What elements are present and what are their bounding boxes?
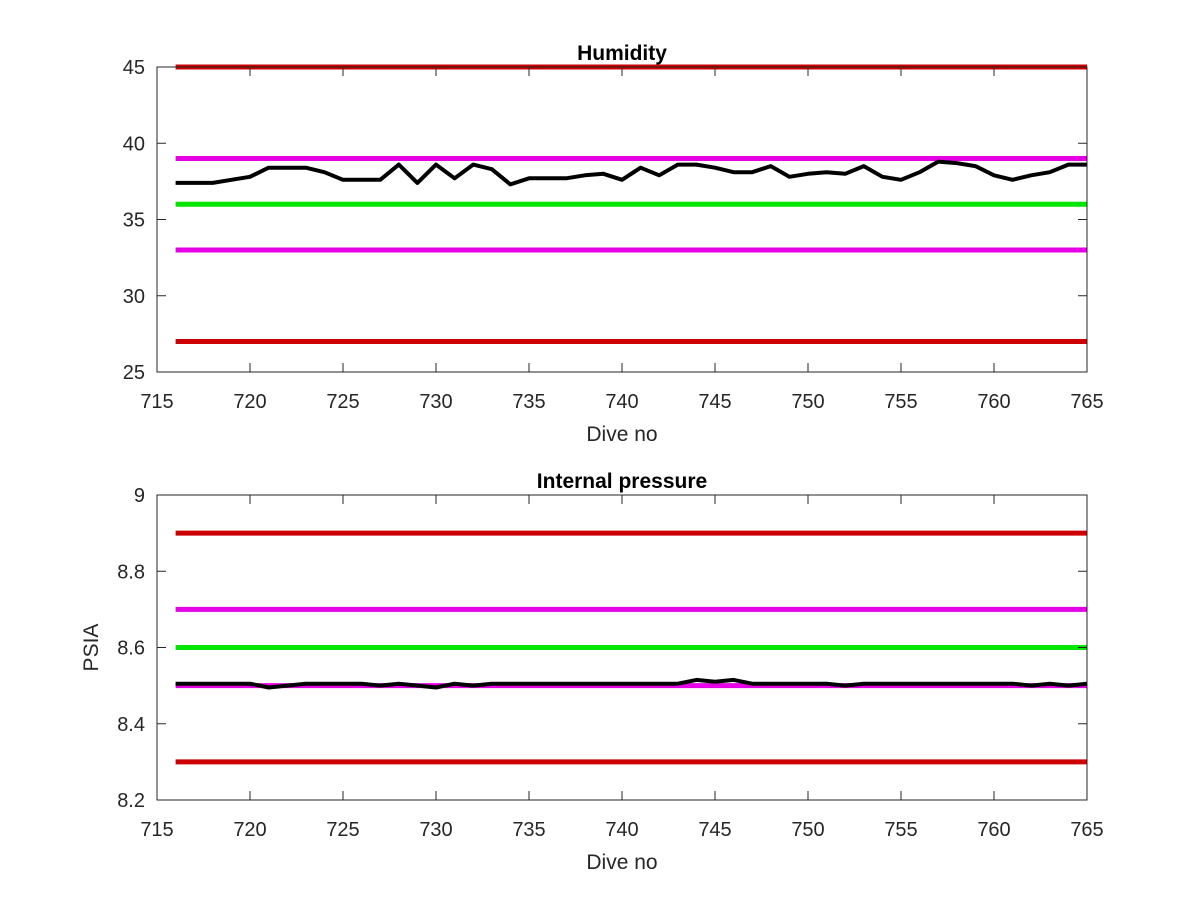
x-tick-label: 740 bbox=[605, 391, 638, 413]
chart-title: Humidity bbox=[577, 42, 667, 65]
x-tick-label: 740 bbox=[605, 819, 638, 841]
humidity-chart: 715 720 725 730 735 740 745 750 755 760 765 25 30 35 4… bbox=[123, 42, 1104, 446]
y-tick-label: 8.4 bbox=[117, 714, 145, 736]
x-tick-label: 745 bbox=[698, 819, 731, 841]
y-tick-label: 8.8 bbox=[117, 561, 145, 583]
y-tick-label: 30 bbox=[123, 286, 145, 308]
axes-box bbox=[156, 66, 1088, 373]
x-tick-label: 735 bbox=[512, 819, 545, 841]
x-axis-label: Dive no bbox=[586, 851, 657, 874]
x-tick-label: 750 bbox=[791, 819, 824, 841]
chart-title: Internal pressure bbox=[537, 470, 707, 493]
y-tick-label: 8.6 bbox=[117, 638, 145, 660]
x-tick-label: 755 bbox=[884, 391, 917, 413]
x-tick-label: 765 bbox=[1070, 819, 1103, 841]
x-axis-label: Dive no bbox=[586, 423, 657, 446]
x-tick-label: 735 bbox=[512, 391, 545, 413]
x-tick-label: 725 bbox=[326, 819, 359, 841]
x-tick-label: 765 bbox=[1070, 391, 1103, 413]
y-tick-label: 40 bbox=[123, 133, 145, 155]
x-tick-label: 755 bbox=[884, 819, 917, 841]
x-tick-label: 760 bbox=[977, 391, 1010, 413]
x-tick-label: 720 bbox=[233, 819, 266, 841]
y-tick-label: 9 bbox=[134, 485, 145, 507]
x-tick-label: 715 bbox=[140, 391, 173, 413]
x-tick-label: 750 bbox=[791, 391, 824, 413]
y-tick-label: 45 bbox=[123, 57, 145, 79]
internal-pressure-chart: 715 720 725 730 735 740 745 750 755 760 765 8.2 8.4 8… bbox=[80, 470, 1104, 874]
y-tick-label: 8.2 bbox=[117, 790, 145, 812]
x-tick-label: 745 bbox=[698, 391, 731, 413]
x-tick-label: 730 bbox=[419, 391, 452, 413]
x-tick-label: 715 bbox=[140, 819, 173, 841]
data-series-line bbox=[175, 159, 1087, 187]
x-tick-label: 760 bbox=[977, 819, 1010, 841]
y-tick-label: 35 bbox=[123, 210, 145, 232]
y-axis-label: PSIA bbox=[80, 624, 103, 672]
data-series-line bbox=[175, 677, 1088, 690]
x-tick-label: 725 bbox=[326, 391, 359, 413]
x-tick-label: 720 bbox=[233, 391, 266, 413]
x-tick-label: 730 bbox=[419, 819, 452, 841]
y-tick-label: 25 bbox=[123, 362, 145, 384]
